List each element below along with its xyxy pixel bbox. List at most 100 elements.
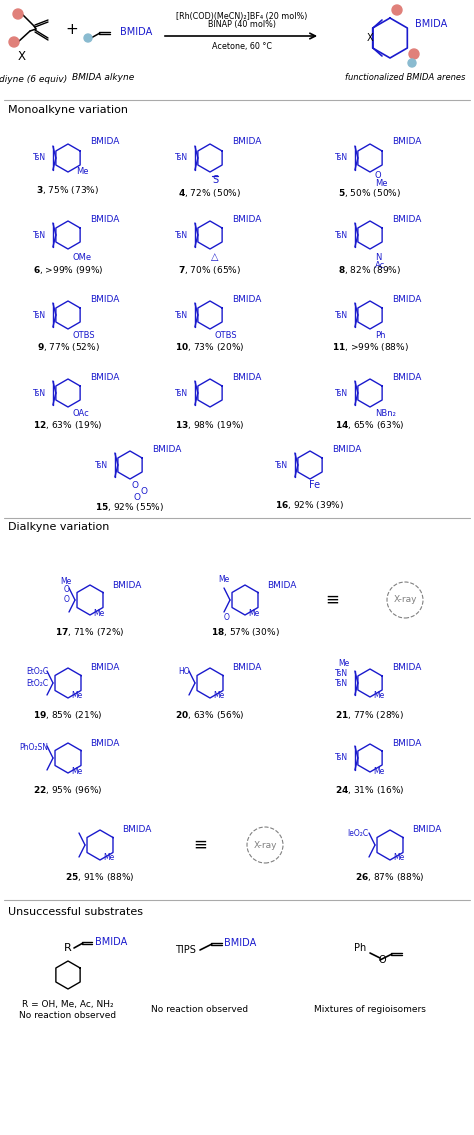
Text: BMIDA: BMIDA (412, 825, 441, 834)
Text: O: O (64, 586, 70, 595)
Text: S: S (212, 175, 218, 185)
Text: Me: Me (219, 575, 230, 585)
Text: $\mathbf{5}$, 50% (50%): $\mathbf{5}$, 50% (50%) (338, 187, 401, 199)
Text: $\mathbf{4}$, 72% (50%): $\mathbf{4}$, 72% (50%) (178, 187, 242, 199)
Text: O: O (64, 596, 70, 605)
Text: Me: Me (248, 608, 259, 617)
Text: TsN: TsN (335, 153, 348, 162)
Text: $\mathbf{16}$, 92% (39%): $\mathbf{16}$, 92% (39%) (275, 499, 345, 511)
Text: +: + (65, 23, 78, 37)
Text: $\mathbf{14}$, 65% (63%): $\mathbf{14}$, 65% (63%) (335, 419, 405, 431)
Text: TsN: TsN (33, 388, 46, 397)
Text: ≡: ≡ (325, 591, 339, 609)
Text: Me: Me (103, 854, 114, 863)
Text: OTBS: OTBS (215, 330, 237, 339)
Text: BMIDA: BMIDA (232, 215, 261, 224)
Text: ≡: ≡ (193, 836, 207, 854)
Text: BMIDA: BMIDA (90, 137, 119, 146)
Text: BMIDA: BMIDA (95, 938, 127, 947)
Text: BMIDA: BMIDA (122, 825, 151, 834)
Text: TsN: TsN (335, 679, 348, 688)
Text: $\mathbf{3}$, 75% (73%): $\mathbf{3}$, 75% (73%) (36, 184, 100, 196)
Text: $\mathbf{15}$, 92% (55%): $\mathbf{15}$, 92% (55%) (95, 501, 164, 513)
Text: BMIDA alkyne: BMIDA alkyne (72, 74, 134, 83)
Text: OTBS: OTBS (73, 330, 96, 339)
Text: BMIDA: BMIDA (232, 372, 261, 381)
Text: X-ray: X-ray (253, 841, 277, 849)
Text: PhO₂SN: PhO₂SN (19, 743, 48, 753)
Text: BMIDA: BMIDA (415, 19, 447, 30)
Text: NBn₂: NBn₂ (375, 409, 396, 418)
Text: BMIDA: BMIDA (392, 739, 421, 748)
Text: Me: Me (71, 766, 82, 775)
Text: TsN: TsN (175, 153, 188, 162)
Text: BMIDA: BMIDA (232, 137, 261, 146)
Circle shape (392, 5, 402, 15)
Text: $\mathbf{26}$, 87% (88%): $\mathbf{26}$, 87% (88%) (356, 871, 425, 883)
Text: [Rh(COD)(MeCN)₂]BF₄ (20 mol%): [Rh(COD)(MeCN)₂]BF₄ (20 mol%) (176, 11, 308, 20)
Text: $\mathbf{8}$, 82% (89%): $\mathbf{8}$, 82% (89%) (338, 264, 401, 276)
Text: BMIDA: BMIDA (392, 664, 421, 673)
Text: EtO₂C: EtO₂C (26, 679, 48, 688)
Text: $\mathbf{9}$, 77% (52%): $\mathbf{9}$, 77% (52%) (36, 340, 100, 353)
Text: BMIDA: BMIDA (392, 137, 421, 146)
Text: O: O (131, 480, 138, 489)
Text: TsN: TsN (33, 311, 46, 319)
Text: O: O (140, 487, 147, 496)
Text: BINAP (40 mol%): BINAP (40 mol%) (208, 20, 276, 30)
Text: Me: Me (93, 608, 104, 617)
Text: TsN: TsN (335, 311, 348, 319)
Text: BMIDA: BMIDA (232, 294, 261, 303)
Text: BMIDA: BMIDA (392, 215, 421, 224)
Text: $\mathbf{17}$, 71% (72%): $\mathbf{17}$, 71% (72%) (55, 627, 125, 638)
Text: BMIDA: BMIDA (90, 372, 119, 381)
Text: O: O (378, 955, 386, 965)
Text: Dialkyne variation: Dialkyne variation (8, 522, 109, 532)
Text: BMIDA: BMIDA (90, 664, 119, 673)
Circle shape (84, 34, 92, 42)
Text: BMIDA: BMIDA (232, 664, 261, 673)
Text: TsN: TsN (175, 388, 188, 397)
Circle shape (13, 9, 23, 19)
Text: TsN: TsN (175, 230, 188, 239)
Text: $\mathbf{22}$, 95% (96%): $\mathbf{22}$, 95% (96%) (33, 784, 103, 796)
Text: BMIDA: BMIDA (332, 445, 361, 454)
Text: $\mathbf{12}$, 63% (19%): $\mathbf{12}$, 63% (19%) (33, 419, 103, 431)
Text: Unsuccessful substrates: Unsuccessful substrates (8, 907, 143, 917)
Text: R = OH, Me, Ac, NH₂: R = OH, Me, Ac, NH₂ (22, 1000, 114, 1009)
Text: $\mathbf{24}$, 31% (16%): $\mathbf{24}$, 31% (16%) (335, 784, 405, 796)
Text: $\mathbf{18}$, 57% (30%): $\mathbf{18}$, 57% (30%) (210, 627, 279, 638)
Text: $\mathbf{21}$, 77% (28%): $\mathbf{21}$, 77% (28%) (336, 709, 405, 721)
Text: O: O (375, 170, 382, 179)
Text: TsN: TsN (335, 754, 348, 763)
Text: Me: Me (393, 854, 404, 863)
Text: Me: Me (61, 578, 72, 587)
Text: $\mathbf{10}$, 73% (20%): $\mathbf{10}$, 73% (20%) (175, 340, 245, 353)
Text: $\mathbf{25}$, 91% (88%): $\mathbf{25}$, 91% (88%) (65, 871, 135, 883)
Text: R: R (64, 943, 72, 953)
Text: △: △ (211, 252, 219, 262)
Text: $\mathbf{7}$, 70% (65%): $\mathbf{7}$, 70% (65%) (178, 264, 242, 276)
Text: $\mathbf{13}$, 98% (19%): $\mathbf{13}$, 98% (19%) (175, 419, 245, 431)
Text: Me: Me (76, 168, 89, 177)
Text: Fe: Fe (310, 480, 320, 490)
Text: BMIDA: BMIDA (112, 580, 141, 589)
Text: BMIDA: BMIDA (392, 372, 421, 381)
Text: TsN: TsN (335, 669, 348, 678)
Text: TsN: TsN (33, 230, 46, 239)
Text: TsN: TsN (335, 230, 348, 239)
Text: Ph: Ph (354, 943, 366, 953)
Text: $\mathbf{19}$, 85% (21%): $\mathbf{19}$, 85% (21%) (33, 709, 103, 721)
Text: Ac: Ac (375, 261, 385, 269)
Text: BMIDA: BMIDA (392, 294, 421, 303)
Text: Me: Me (213, 691, 224, 700)
Text: No reaction observed: No reaction observed (19, 1010, 117, 1019)
Text: N: N (375, 252, 382, 261)
Text: Mixtures of regioisomers: Mixtures of regioisomers (314, 1006, 426, 1015)
Text: $\mathbf{11}$, >99% (88%): $\mathbf{11}$, >99% (88%) (331, 340, 409, 353)
Text: X: X (18, 50, 26, 62)
Text: TsN: TsN (335, 388, 348, 397)
Text: BMIDA: BMIDA (90, 294, 119, 303)
Circle shape (9, 37, 19, 47)
Text: No reaction observed: No reaction observed (151, 1006, 248, 1015)
